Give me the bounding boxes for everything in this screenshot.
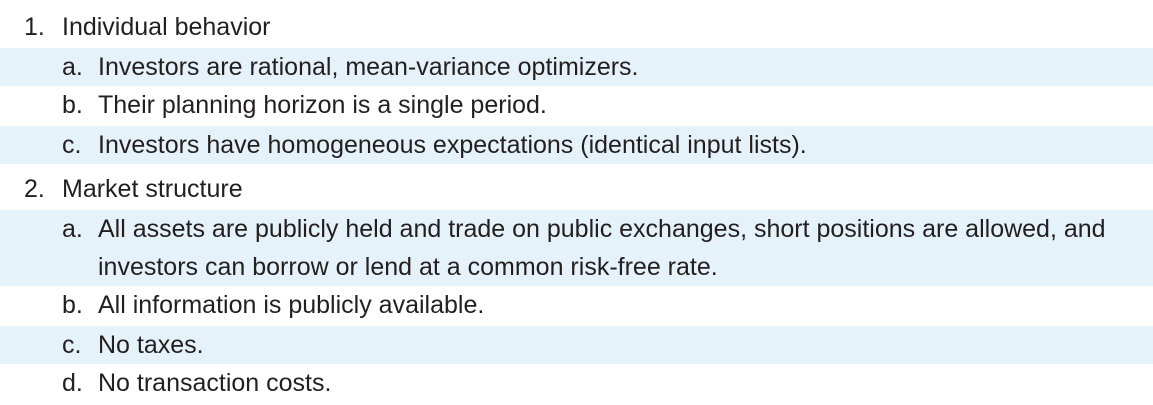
- section-title: Individual behavior: [62, 13, 271, 41]
- item-text: Their planning horizon is a single perio…: [98, 91, 547, 119]
- item-letter: c.: [62, 331, 82, 359]
- item-text: All information is publicly available.: [98, 291, 485, 319]
- list-item: a. Investors are rational, mean-variance…: [0, 48, 1153, 86]
- item-letter: d.: [62, 369, 83, 397]
- section-heading: 1. Individual behavior: [0, 8, 1153, 46]
- list-item: d. No transaction costs.: [0, 364, 1153, 402]
- item-text: Investors are rational, mean-variance op…: [98, 53, 639, 81]
- section-number: 2.: [24, 175, 45, 203]
- section-title: Market structure: [62, 175, 243, 203]
- item-letter: c.: [62, 131, 82, 159]
- item-text: No taxes.: [98, 331, 204, 359]
- item-letter: b.: [62, 91, 83, 119]
- item-text: All assets are publicly held and trade o…: [98, 215, 1106, 281]
- item-letter: b.: [62, 291, 83, 319]
- item-text: No transaction costs.: [98, 369, 332, 397]
- list-item: b. Their planning horizon is a single pe…: [0, 86, 1153, 124]
- list-item: a. All assets are publicly held and trad…: [0, 210, 1153, 286]
- item-letter: a.: [62, 53, 83, 81]
- item-letter: a.: [62, 215, 83, 243]
- item-text: Investors have homogeneous expectations …: [98, 131, 807, 159]
- list-item: b. All information is publicly available…: [0, 286, 1153, 324]
- list-item: c. No taxes.: [0, 326, 1153, 364]
- list-item: c. Investors have homogeneous expectatio…: [0, 126, 1153, 164]
- section-number: 1.: [24, 13, 45, 41]
- section-heading: 2. Market structure: [0, 170, 1153, 208]
